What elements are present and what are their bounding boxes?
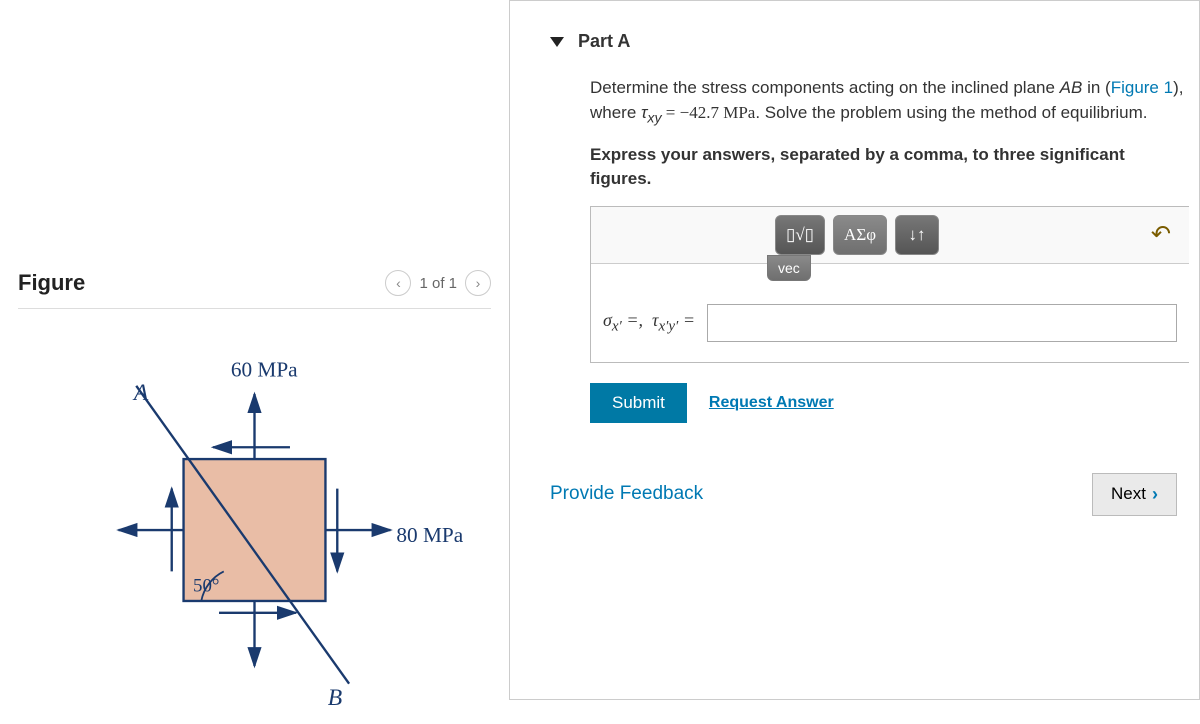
math-toolbar: ▯√▯ ΑΣφ ↓↑ vec ↶ (591, 207, 1189, 264)
submit-button[interactable]: Submit (590, 383, 687, 423)
chevron-left-icon: ‹ (396, 275, 401, 291)
next-label: Next (1111, 484, 1146, 504)
figure-pane: Figure ‹ 1 of 1 › (0, 0, 510, 700)
arrows-button[interactable]: ↓↑ (895, 215, 939, 255)
request-answer-link[interactable]: Request Answer (709, 394, 834, 412)
label-B: B (328, 685, 342, 711)
undo-button[interactable]: ↶ (1151, 220, 1177, 249)
label-60mpa: 60 MPa (231, 357, 298, 381)
prompt-instructions: Express your answers, separated by a com… (590, 143, 1189, 192)
figure-diagram: A B 60 MPa 80 MPa 50° (18, 329, 491, 719)
prompt-seg: in ( (1082, 78, 1110, 97)
provide-feedback-link[interactable]: Provide Feedback (550, 483, 703, 505)
figure-pager: ‹ 1 of 1 › (385, 270, 491, 296)
figure-header: Figure ‹ 1 of 1 › (18, 270, 491, 309)
label-A: A (132, 380, 149, 406)
answer-box: ▯√▯ ΑΣφ ↓↑ vec ↶ σx′ =, τx′y′ = (590, 206, 1189, 363)
tau-sub: xy (647, 110, 661, 126)
pager-next-button[interactable]: › (465, 270, 491, 296)
action-row: Submit Request Answer (590, 383, 1189, 423)
answer-input[interactable] (707, 304, 1177, 342)
label-angle: 50° (193, 576, 219, 597)
greek-icon: ΑΣφ (844, 225, 876, 245)
prompt-text: Determine the stress components acting o… (590, 76, 1189, 129)
part-header[interactable]: Part A (550, 21, 1189, 70)
prompt-seg: Determine the stress components acting o… (590, 78, 1060, 97)
arrows-icon: ↓↑ (909, 225, 926, 245)
footer-row: Provide Feedback Next › (550, 473, 1189, 516)
vec-tab[interactable]: vec (767, 255, 811, 281)
greek-button[interactable]: ΑΣφ (833, 215, 887, 255)
prompt-seg: . Solve the problem using the method of … (755, 103, 1147, 122)
tau-val: = −42.7 MPa (662, 103, 756, 122)
chevron-right-icon: › (476, 275, 481, 291)
figure-title: Figure (18, 270, 85, 296)
question-pane: Part A Determine the stress components a… (510, 0, 1200, 700)
pager-label: 1 of 1 (419, 275, 457, 292)
undo-icon: ↶ (1151, 221, 1171, 248)
templates-icon: ▯√▯ (786, 225, 814, 245)
figure-link[interactable]: Figure 1 (1111, 78, 1173, 97)
chevron-right-icon: › (1152, 484, 1158, 505)
prompt-ab: AB (1060, 78, 1083, 97)
answer-label: σx′ =, τx′y′ = (603, 310, 695, 336)
templates-button[interactable]: ▯√▯ (775, 215, 825, 255)
part-title: Part A (578, 31, 630, 52)
pager-prev-button[interactable]: ‹ (385, 270, 411, 296)
collapse-icon (550, 37, 564, 47)
label-80mpa: 80 MPa (396, 523, 463, 547)
next-button[interactable]: Next › (1092, 473, 1177, 516)
answer-input-row: σx′ =, τx′y′ = (591, 264, 1189, 362)
